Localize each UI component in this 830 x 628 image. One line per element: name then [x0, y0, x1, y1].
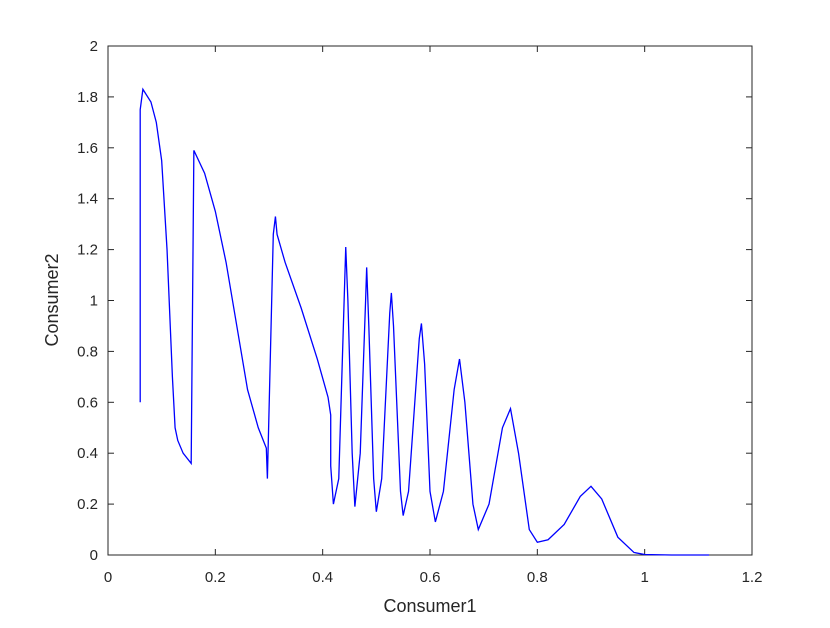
- y-tick-label: 0.6: [77, 394, 98, 411]
- y-tick-label: 1.4: [77, 191, 98, 208]
- x-tick-label: 0.2: [205, 569, 226, 586]
- y-axis-label: Consumer2: [42, 253, 62, 346]
- y-tick-label: 0.2: [77, 496, 98, 513]
- x-axis-label: Consumer1: [383, 596, 476, 616]
- y-tick-label: 1: [90, 293, 98, 310]
- x-tick-label: 0: [104, 569, 112, 586]
- x-tick-label: 1: [640, 569, 648, 586]
- x-tick-label: 0.8: [527, 569, 548, 586]
- y-tick-label: 2: [90, 38, 98, 55]
- y-tick-label: 0: [90, 547, 98, 564]
- y-tick-label: 1.8: [77, 89, 98, 106]
- y-tick-label: 1.6: [77, 140, 98, 157]
- data-line: [139, 87, 710, 556]
- y-tick-label: 0.4: [77, 445, 98, 462]
- x-tick-label: 0.6: [420, 569, 441, 586]
- x-tick-label: 0.4: [312, 569, 333, 586]
- y-tick-label: 0.8: [77, 343, 98, 360]
- x-tick-label: 1.2: [742, 569, 763, 586]
- y-tick-label: 1.2: [77, 242, 98, 259]
- plot-frame: [107, 45, 753, 556]
